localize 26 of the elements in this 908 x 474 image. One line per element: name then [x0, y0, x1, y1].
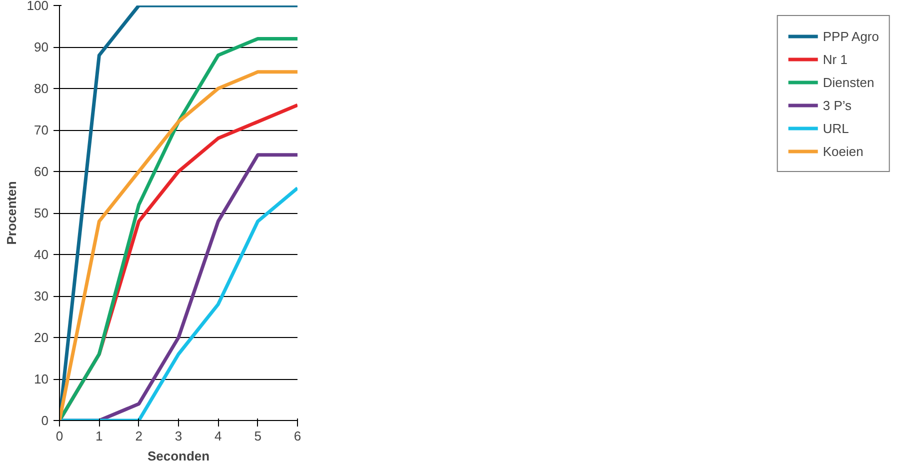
y-tick-label: 0 — [41, 413, 49, 428]
y-tick-label: 10 — [34, 372, 49, 386]
x-tick-label: 4 — [214, 428, 222, 444]
y-tick-label: 50 — [34, 206, 49, 220]
y-tick-label: 30 — [34, 288, 49, 304]
x-tick-label: 6 — [294, 428, 302, 444]
x-tick-label: 3 — [174, 428, 182, 444]
y-axis-title: Procenten — [4, 181, 19, 245]
y-tick-label: 20 — [34, 330, 49, 345]
y-tick-label: 90 — [34, 40, 49, 54]
legend-label: Diensten — [822, 74, 874, 90]
x-axis-title: Seconden — [147, 448, 210, 464]
legend-label: Koeien — [822, 144, 864, 158]
y-tick-label: 60 — [34, 164, 49, 179]
y-tick-label: 40 — [34, 247, 49, 262]
legend-label: Nr 1 — [822, 52, 848, 66]
x-tick-label: 1 — [96, 428, 103, 444]
x-tick-label: 0 — [56, 428, 64, 444]
y-tick-label: 70 — [34, 122, 49, 138]
legend-label: PPP Agro — [822, 28, 879, 44]
y-tick-label: 80 — [34, 81, 49, 96]
x-tick-label: 2 — [135, 428, 142, 444]
y-tick-label: 100 — [26, 0, 49, 13]
x-tick-label: 5 — [254, 428, 262, 444]
legend-label: URL — [822, 120, 849, 136]
legend-label: 3 P’s — [822, 98, 852, 112]
